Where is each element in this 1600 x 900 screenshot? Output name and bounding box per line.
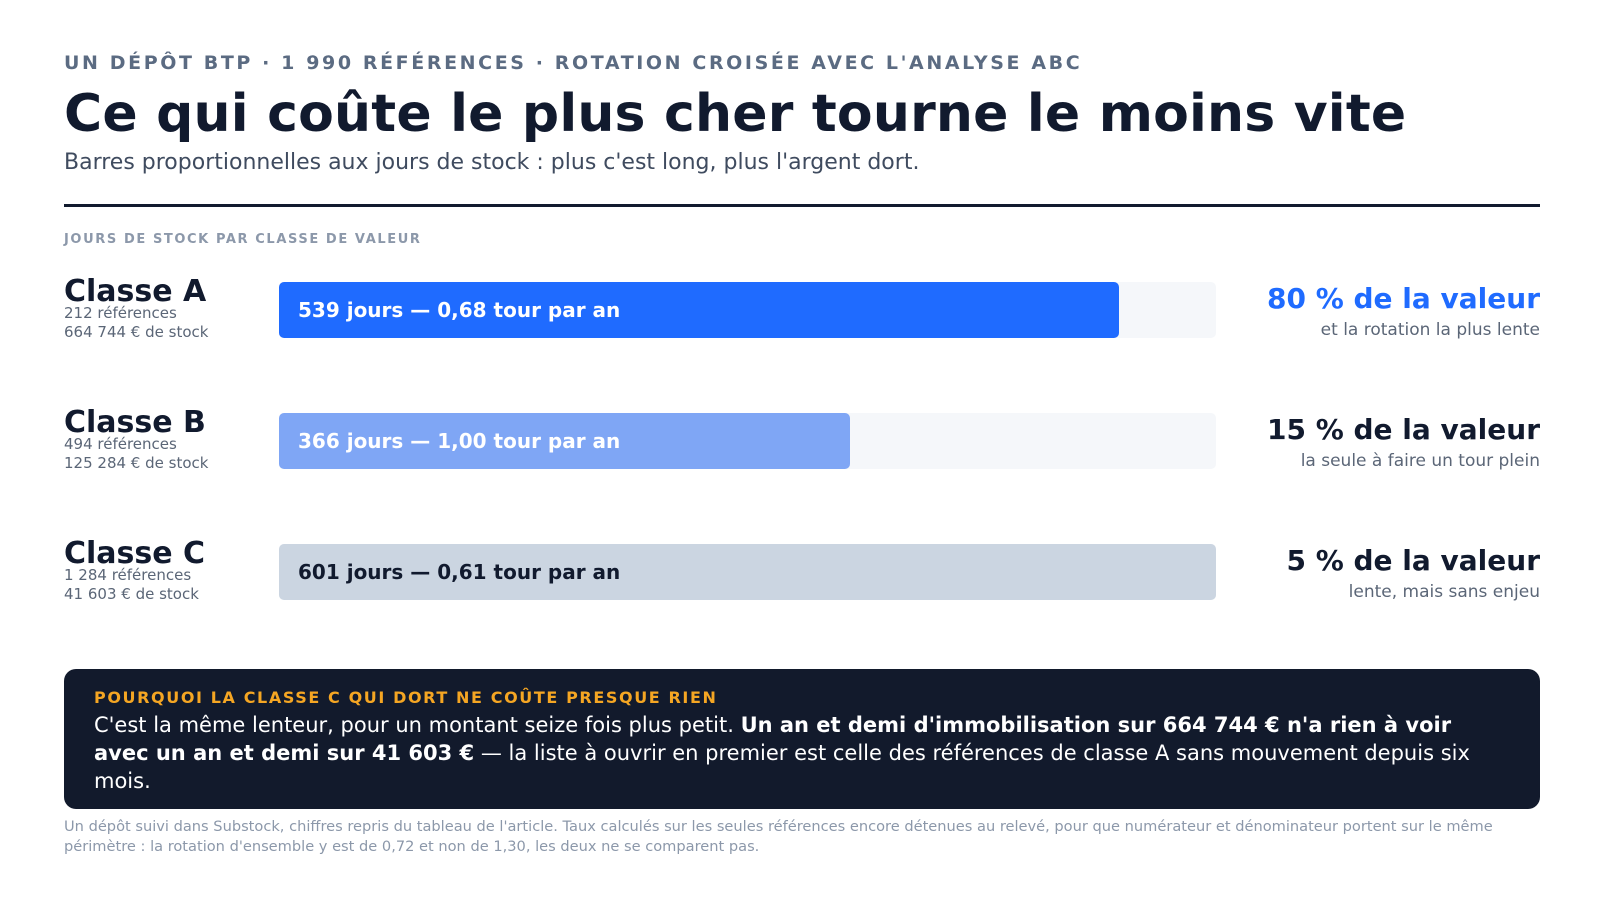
value-share-note: lente, mais sans enjeu: [1348, 582, 1540, 602]
bar: [279, 544, 1216, 600]
value-share-note: la seule à faire un tour plein: [1300, 451, 1540, 471]
class-references: 1 284 références: [64, 566, 192, 584]
class-row: Classe A 212 références 664 744 € de stock…: [64, 274, 1540, 374]
value-share: 5 % de la valeur: [1286, 544, 1540, 577]
class-stock-value: 41 603 € de stock: [64, 585, 199, 603]
callout-body: C'est la même lenteur, pour un montant s…: [94, 711, 1494, 795]
page-title: Ce qui coûte le plus cher tourne le moin…: [64, 84, 1407, 144]
page-subtitle: Barres proportionnelles aux jours de sto…: [64, 150, 920, 175]
callout-text-tail: — la liste à ouvrir en premier est celle…: [94, 741, 1470, 793]
callout-text-lead: C'est la même lenteur, pour un montant s…: [94, 713, 741, 737]
eyebrow-label: UN DÉPÔT BTP · 1 990 RÉFÉRENCES · ROTATI…: [64, 52, 1083, 74]
bar-track: 539 jours — 0,68 tour par an: [279, 282, 1216, 338]
value-share: 80 % de la valeur: [1266, 282, 1540, 315]
bar-data-label: 601 jours — 0,61 tour par an: [298, 560, 621, 584]
title-divider: [64, 204, 1540, 207]
class-name: Classe A: [64, 274, 207, 309]
class-row: Classe B 494 références 125 284 € de stock…: [64, 405, 1540, 505]
bar-data-label: 539 jours — 0,68 tour par an: [298, 298, 621, 322]
footnote: Un dépôt suivi dans Substock, chiffres r…: [64, 818, 1493, 855]
value-share: 15 % de la valeur: [1266, 413, 1540, 446]
class-stock-value: 125 284 € de stock: [64, 454, 209, 472]
bar-track: 601 jours — 0,61 tour par an: [279, 544, 1216, 600]
class-references: 494 références: [64, 435, 177, 453]
class-name: Classe C: [64, 536, 206, 571]
section-label: JOURS DE STOCK PAR CLASSE DE VALEUR: [64, 232, 422, 247]
value-share-note: et la rotation la plus lente: [1320, 320, 1540, 340]
class-name: Classe B: [64, 405, 206, 440]
callout-box: POURQUOI LA CLASSE C QUI DORT NE COÛTE P…: [64, 669, 1540, 809]
bar-data-label: 366 jours — 1,00 tour par an: [298, 429, 621, 453]
class-stock-value: 664 744 € de stock: [64, 323, 209, 341]
bar-track: 366 jours — 1,00 tour par an: [279, 413, 1216, 469]
bar: [279, 282, 1120, 338]
class-references: 212 références: [64, 304, 177, 322]
bar: [279, 413, 850, 469]
callout-title: POURQUOI LA CLASSE C QUI DORT NE COÛTE P…: [94, 688, 718, 707]
callout-text-emphasis: Un an et demi d'immobilisation sur 664 7…: [94, 713, 1452, 765]
